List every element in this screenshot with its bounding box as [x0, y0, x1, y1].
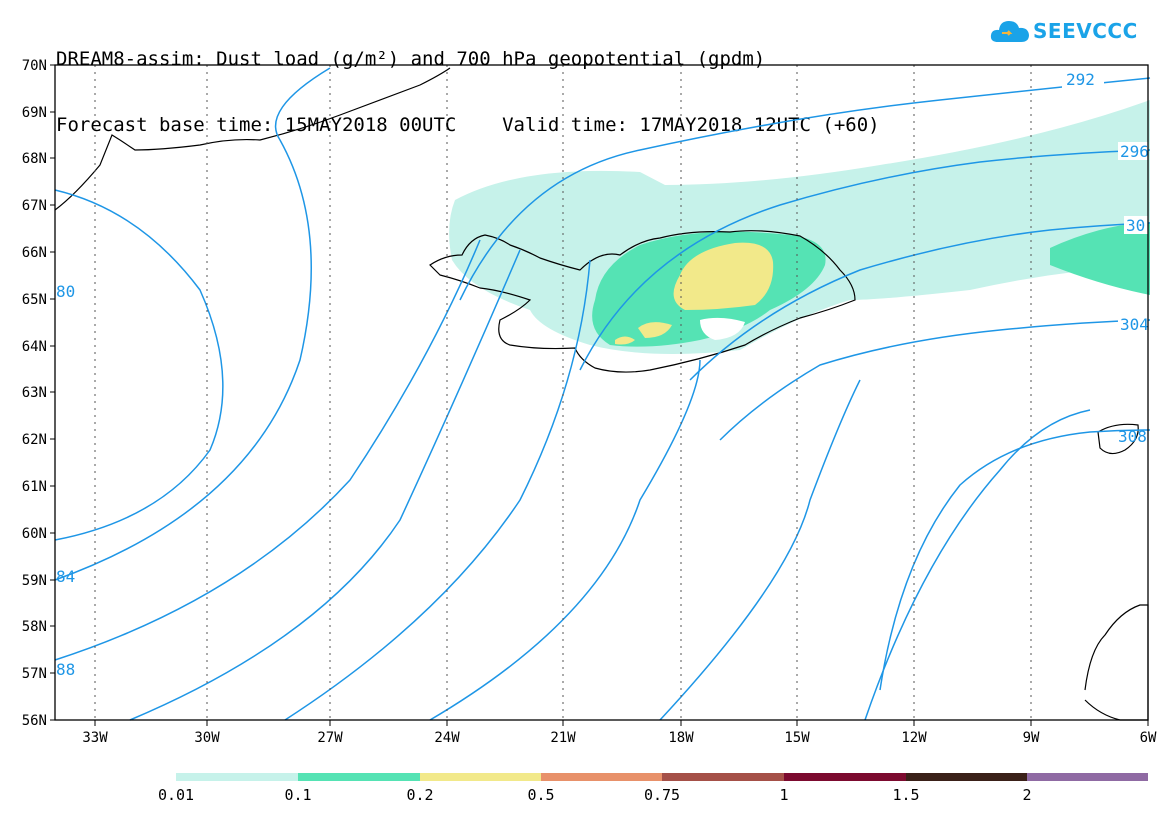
- legend-label: 0.75: [644, 786, 680, 804]
- lon-label: 15W: [784, 730, 810, 746]
- contour-296: [579, 149, 1151, 371]
- lon-label: 30W: [194, 730, 220, 746]
- legend-swatch: [176, 773, 298, 781]
- contour-label-296: 296: [1120, 142, 1149, 161]
- lon-label: 18W: [668, 730, 694, 746]
- lon-label: 6W: [1140, 730, 1157, 746]
- lon-label: 9W: [1023, 730, 1040, 746]
- faroe-coast: [1097, 423, 1139, 455]
- longitude-labels: 33W 30W 27W 24W 21W 18W 15W 12W 9W 6W: [82, 730, 1157, 746]
- lon-label: 12W: [901, 730, 927, 746]
- lat-label: 65N: [22, 292, 47, 308]
- legend-swatch: [662, 773, 784, 781]
- lat-label: 69N: [22, 105, 47, 121]
- lat-label: 60N: [22, 526, 47, 542]
- contour-label-284: 84: [56, 567, 75, 586]
- title-line-2: Forecast base time: 15MAY2018 00UTC Vali…: [56, 114, 880, 136]
- contour-label-304: 304: [1120, 315, 1149, 334]
- legend-swatch: [298, 773, 420, 781]
- lat-label: 63N: [22, 385, 47, 401]
- contour-mid2: [284, 259, 591, 721]
- contour-label-group: 292 296 30 304 80 84 88 308: [56, 70, 1149, 679]
- scotland-coast: [1084, 604, 1149, 721]
- contour-304: [719, 319, 1151, 441]
- legend-label: 2: [1022, 786, 1031, 804]
- lon-label: 27W: [317, 730, 343, 746]
- axis-ticks: [50, 64, 1149, 726]
- legend-swatch: [541, 773, 662, 781]
- legend-label: 0.1: [284, 786, 311, 804]
- legend-label: 1: [779, 786, 788, 804]
- contour-292: [459, 77, 1151, 301]
- lat-label: 58N: [22, 619, 47, 635]
- contour-mid1: [129, 249, 521, 721]
- contour-label-308: 308: [1118, 427, 1147, 446]
- lat-label: 67N: [22, 198, 47, 214]
- dust-layer-high: [615, 242, 774, 345]
- contour-mid5: [864, 409, 1091, 721]
- legend-swatch: [906, 773, 1027, 781]
- legend-label: 0.01: [158, 786, 194, 804]
- lon-label: 24W: [434, 730, 460, 746]
- geopotential-contours: [54, 67, 1151, 721]
- cloud-icon: [990, 21, 1029, 42]
- coastlines: [54, 67, 1149, 721]
- legend-swatch: [784, 773, 906, 781]
- lat-label: 70N: [22, 58, 47, 74]
- dust-gap: [700, 317, 745, 340]
- contour-308: [879, 429, 1151, 691]
- contour-300: [689, 222, 1151, 381]
- lat-label: 59N: [22, 573, 47, 589]
- contour-label-288: 88: [56, 660, 75, 679]
- latitude-labels: 70N 69N 68N 67N 66N 65N 64N 63N 62N 61N …: [22, 58, 47, 729]
- legend-label: 0.2: [406, 786, 433, 804]
- lat-label: 64N: [22, 339, 47, 355]
- contour-label-292: 292: [1066, 70, 1095, 89]
- legend-label: 1.5: [892, 786, 919, 804]
- iceland-coast: [429, 230, 856, 373]
- colorbar-legend: 0.01 0.1 0.2 0.5 0.75 1 1.5 2: [158, 773, 1148, 804]
- logo-text: SEEVCCC: [1033, 19, 1138, 43]
- greenland-coast: [54, 67, 451, 211]
- lat-label: 68N: [22, 151, 47, 167]
- contour-mid4: [659, 379, 861, 721]
- contour-284: [54, 67, 331, 581]
- lat-label: 66N: [22, 245, 47, 261]
- lon-label: 21W: [550, 730, 576, 746]
- lat-label: 57N: [22, 666, 47, 682]
- contour-mid3: [429, 359, 701, 721]
- lon-label: 33W: [82, 730, 108, 746]
- contour-280: [54, 189, 224, 541]
- contour-288: [54, 239, 481, 661]
- lat-label: 61N: [22, 479, 47, 495]
- contour-label-280: 80: [56, 282, 75, 301]
- legend-label: 0.5: [527, 786, 554, 804]
- legend-swatch: [1027, 773, 1148, 781]
- lat-label: 62N: [22, 432, 47, 448]
- lat-label: 56N: [22, 713, 47, 729]
- seevccc-logo: SEEVCCC: [990, 18, 1138, 44]
- legend-swatch: [420, 773, 541, 781]
- contour-label-300: 30: [1126, 216, 1145, 235]
- dust-layer-light: [449, 100, 1150, 354]
